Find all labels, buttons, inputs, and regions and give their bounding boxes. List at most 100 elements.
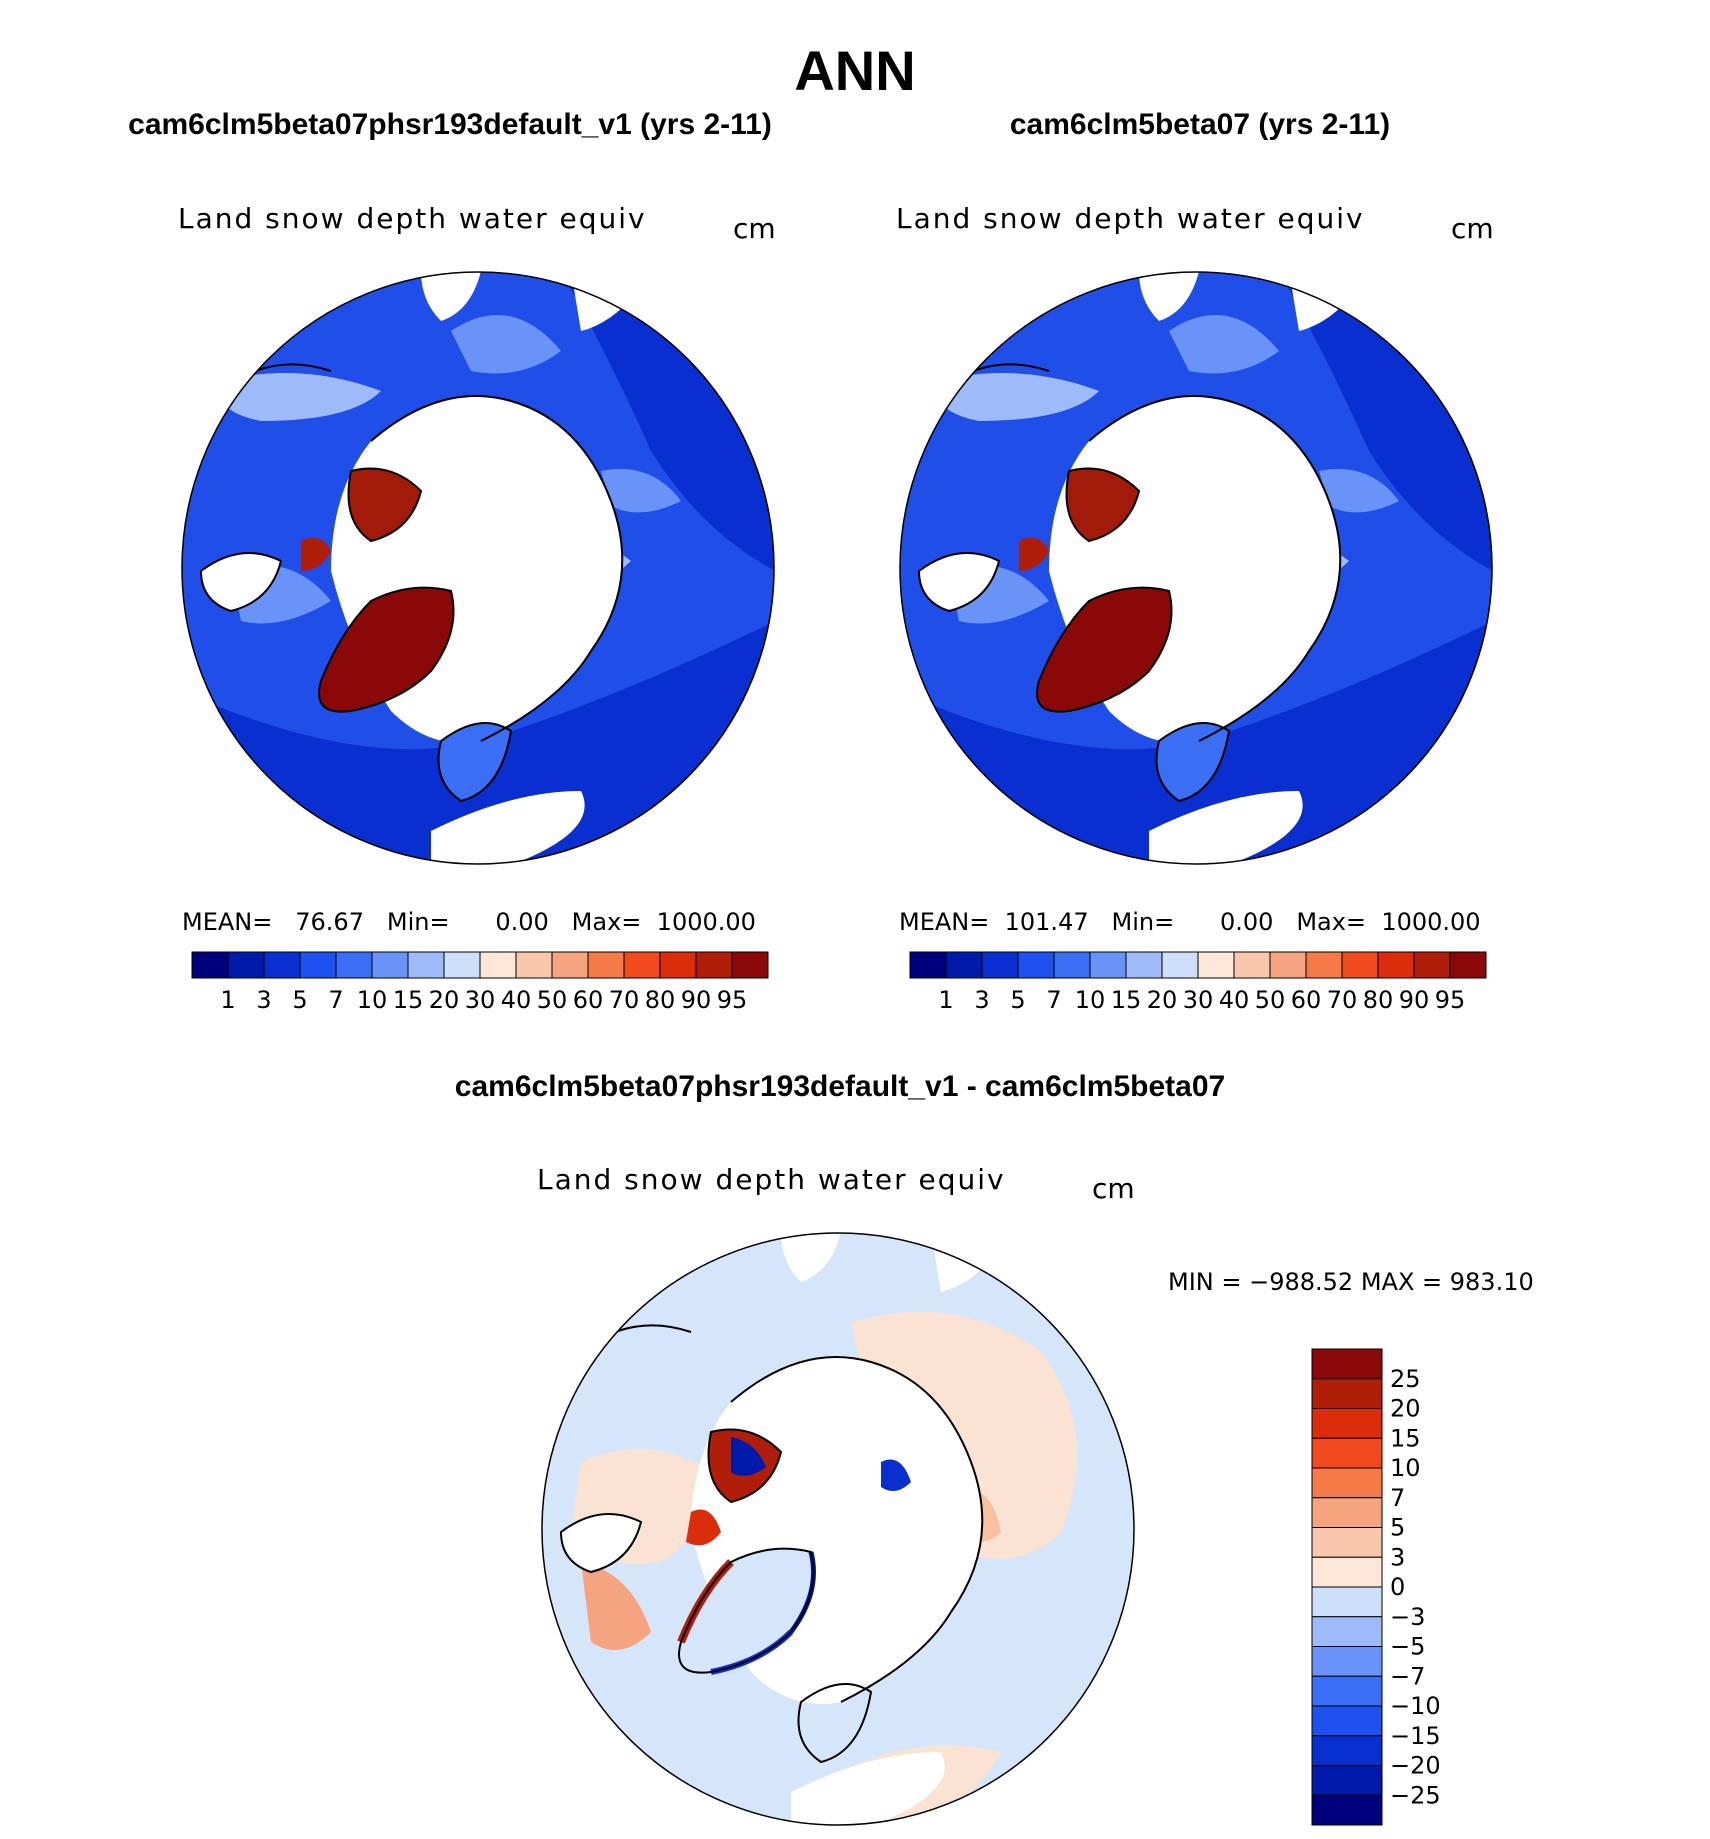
panel-2-colorbar-swatch xyxy=(909,951,947,979)
panel-1-mean-label: MEAN= xyxy=(182,908,273,936)
panel-1-colorbar-label: 90 xyxy=(681,986,712,1014)
panel-1-colorbar: 1 3 5 7 10 15 20 30 40 50 60 70 80 90 95 xyxy=(191,951,769,1014)
panel-2-colorbar-swatch xyxy=(1341,951,1379,979)
panel-2-colorbar-swatch xyxy=(1449,951,1487,979)
panel-2-colorbar-label: 60 xyxy=(1291,986,1322,1014)
difference-title: cam6clm5beta07phsr193default_v1 - cam6cl… xyxy=(454,1070,1226,1103)
panel-1-colorbar-label: 7 xyxy=(328,986,343,1014)
difference-colorbar-swatch xyxy=(1311,1765,1383,1796)
panel-2-colorbar-label: 40 xyxy=(1219,986,1250,1014)
panel-1-colorbar-label: 60 xyxy=(573,986,604,1014)
panel-1-colorbar-swatch xyxy=(659,951,697,979)
panel-2-colorbar-label: 5 xyxy=(1010,986,1025,1014)
panel-2-colorbar-label: 90 xyxy=(1399,986,1430,1014)
difference-colorbar-label: −3 xyxy=(1390,1603,1425,1631)
difference-colorbar-label: 3 xyxy=(1390,1543,1405,1571)
panel-1-colorbar-swatch xyxy=(407,951,445,979)
difference-colorbar-label: 25 xyxy=(1390,1365,1421,1393)
panel-2-colorbar-swatch xyxy=(1017,951,1055,979)
difference-minmax: MIN = −988.52 MAX = 983.10 xyxy=(1168,1268,1534,1296)
panel-2-colorbar-label: 95 xyxy=(1435,986,1466,1014)
panel-2-variable-label: Land snow depth water equiv xyxy=(896,202,1365,235)
panel-1-colorbar-swatch xyxy=(263,951,301,979)
difference-colorbar-swatch xyxy=(1311,1527,1383,1558)
panel-1-mean-value: 76.67 xyxy=(295,908,364,936)
panel-1-colorbar-swatch xyxy=(191,951,229,979)
panel-2-colorbar-label: 70 xyxy=(1327,986,1358,1014)
panel-2-case-title: cam6clm5beta07 (yrs 2-11) xyxy=(1009,108,1391,141)
panel-1-colorbar-swatch xyxy=(695,951,733,979)
panel-2-colorbar-swatch xyxy=(1197,951,1235,979)
panel-2-colorbar-swatch xyxy=(981,951,1019,979)
difference-colorbar-swatch xyxy=(1311,1646,1383,1677)
difference-units-label: cm xyxy=(1092,1172,1135,1205)
panel-2-colorbar-label: 20 xyxy=(1147,986,1178,1014)
difference-colorbar-swatch xyxy=(1311,1348,1383,1380)
panel-1-colorbar-label: 1 xyxy=(220,986,235,1014)
difference-colorbar-swatch xyxy=(1311,1675,1383,1707)
difference-polar-map xyxy=(541,1232,1135,1826)
difference-colorbar-swatch xyxy=(1311,1497,1383,1528)
panel-2-colorbar-swatch xyxy=(1377,951,1415,979)
panel-1-min-value: 0.00 xyxy=(495,908,549,936)
panel-2-stats: MEAN= 101.47 Min= 0.00 Max= 1000.00 xyxy=(899,908,1481,936)
panel-1-colorbar-swatch xyxy=(371,951,409,979)
panel-2-max-label: Max= xyxy=(1296,908,1367,936)
panel-1-colorbar-label: 40 xyxy=(501,986,532,1014)
panel-1-colorbar-label: 50 xyxy=(537,986,568,1014)
difference-colorbar-swatch xyxy=(1311,1556,1383,1588)
difference-colorbar-label: 15 xyxy=(1390,1424,1421,1452)
panel-1-colorbar-label: 15 xyxy=(393,986,424,1014)
difference-colorbar-label: −7 xyxy=(1390,1662,1425,1690)
difference-colorbar-label: −15 xyxy=(1390,1722,1441,1750)
difference-colorbar-label: −10 xyxy=(1390,1692,1441,1720)
panel-1-colorbar-label: 3 xyxy=(256,986,271,1014)
difference-colorbar-label: 7 xyxy=(1390,1484,1405,1512)
difference-colorbar-swatch xyxy=(1311,1437,1383,1469)
panel-1-colorbar-swatch xyxy=(551,951,589,979)
panel-1-colorbar-label: 5 xyxy=(292,986,307,1014)
panel-2-colorbar: 1 3 5 7 10 15 20 30 40 50 60 70 80 90 95 xyxy=(909,951,1487,1014)
panel-2-colorbar-swatch xyxy=(1413,951,1451,979)
difference-colorbar-swatch xyxy=(1311,1408,1383,1439)
panel-1-colorbar-swatch xyxy=(587,951,625,979)
panel-1-colorbar-swatch xyxy=(299,951,337,979)
panel-1-colorbar-swatch xyxy=(443,951,481,979)
difference-colorbar-swatch xyxy=(1311,1735,1383,1766)
panel-2-colorbar-label: 15 xyxy=(1111,986,1142,1014)
panel-2-colorbar-label: 10 xyxy=(1075,986,1106,1014)
panel-1-colorbar-label: 20 xyxy=(429,986,460,1014)
panel-2-colorbar-label: 80 xyxy=(1363,986,1394,1014)
panel-2-colorbar-label: 3 xyxy=(974,986,989,1014)
panel-1-colorbar-swatch xyxy=(227,951,265,979)
difference-colorbar-swatch xyxy=(1311,1794,1383,1826)
panel-1-polar-map xyxy=(181,271,775,865)
panel-1-colorbar-swatch xyxy=(515,951,553,979)
difference-colorbar-label: −20 xyxy=(1390,1752,1441,1780)
panel-2-mean-value: 101.47 xyxy=(1004,908,1089,936)
difference-colorbar-swatch xyxy=(1311,1705,1383,1737)
difference-variable-label: Land snow depth water equiv xyxy=(537,1163,1006,1196)
difference-colorbar-swatch xyxy=(1311,1467,1383,1499)
difference-colorbar-label: 20 xyxy=(1390,1395,1421,1423)
panel-1-variable-label: Land snow depth water equiv xyxy=(178,202,647,235)
panel-1-max-label: Max= xyxy=(571,908,642,936)
difference-colorbar-label: 5 xyxy=(1390,1514,1405,1542)
panel-2-colorbar-swatch xyxy=(1053,951,1091,979)
difference-colorbar-swatch xyxy=(1311,1616,1383,1647)
panel-2-min-label: Min= xyxy=(1111,908,1175,936)
panel-1-colorbar-swatch xyxy=(623,951,661,979)
figure-title: ANN xyxy=(794,39,916,102)
panel-1-colorbar-label: 10 xyxy=(357,986,388,1014)
panel-2-colorbar-swatch xyxy=(1233,951,1271,979)
panel-1-case-title: cam6clm5beta07phsr193default_v1 (yrs 2-1… xyxy=(128,108,772,141)
panel-2-colorbar-label: 30 xyxy=(1183,986,1214,1014)
panel-2-units-label: cm xyxy=(1451,212,1494,245)
panel-2-colorbar-swatch xyxy=(1305,951,1343,979)
panel-1-colorbar-label: 70 xyxy=(609,986,640,1014)
panel-2-colorbar-label: 7 xyxy=(1046,986,1061,1014)
panel-1-units-label: cm xyxy=(733,212,776,245)
panel-1-min-label: Min= xyxy=(386,908,450,936)
difference-colorbar-label: 10 xyxy=(1390,1454,1421,1482)
